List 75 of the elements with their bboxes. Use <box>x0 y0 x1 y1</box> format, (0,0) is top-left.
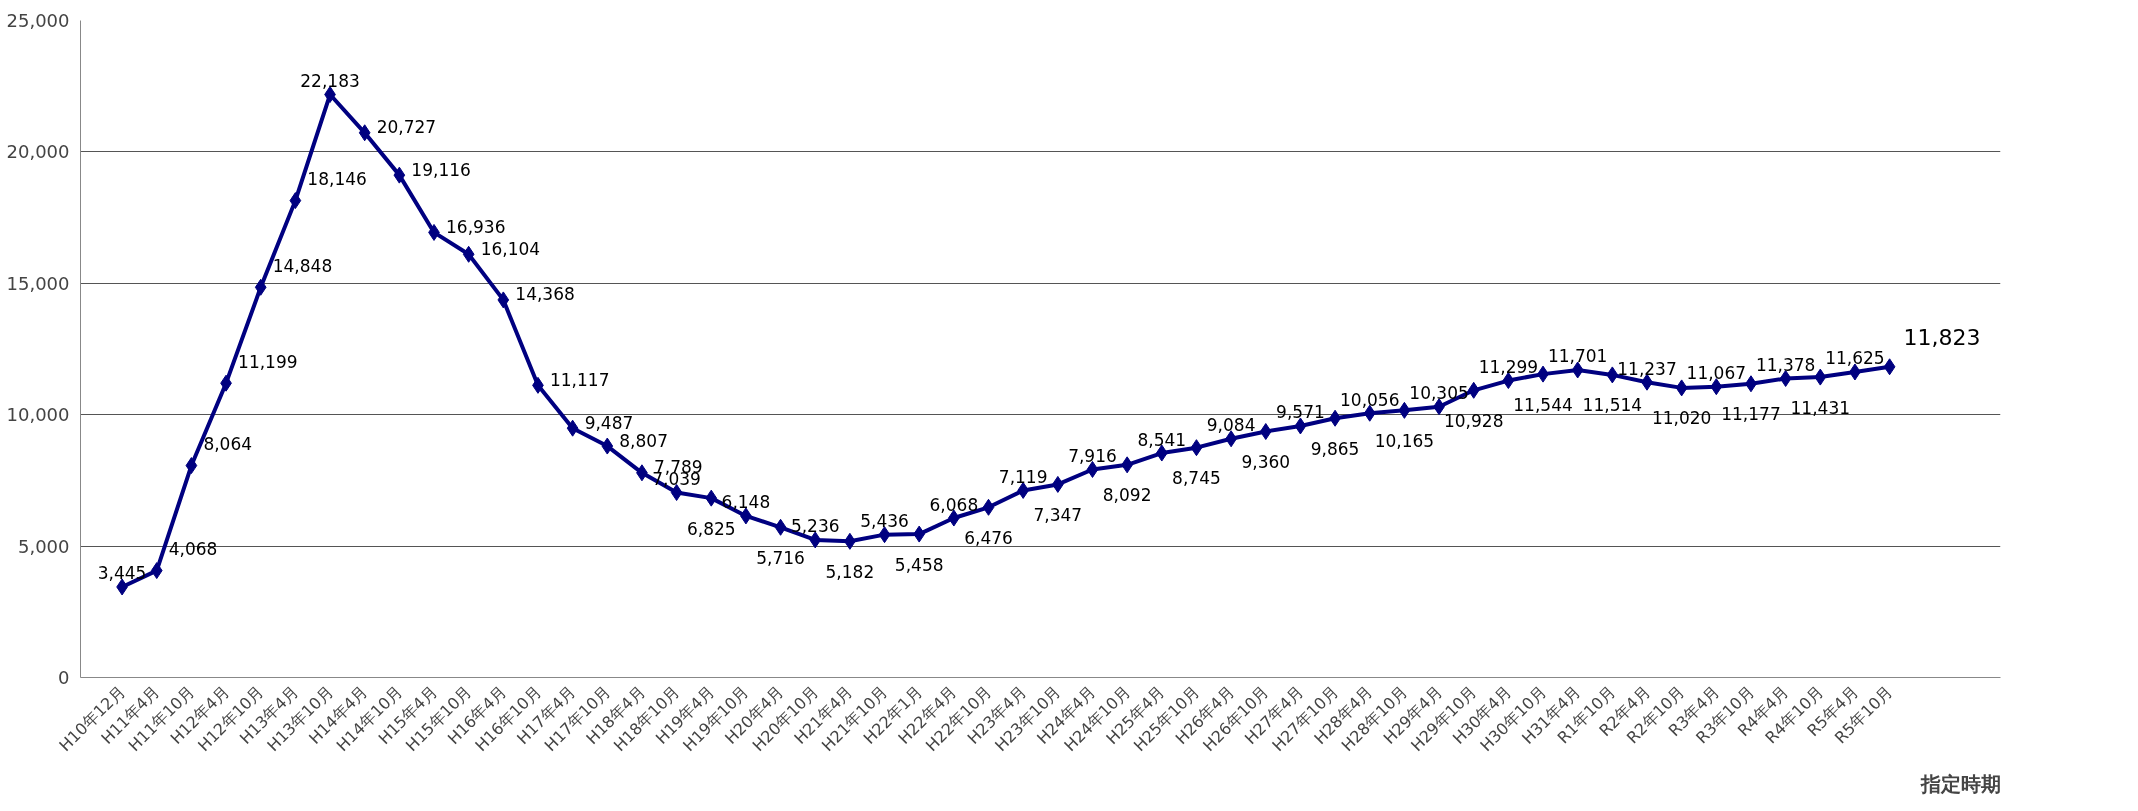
point <box>1883 358 1896 376</box>
point <box>185 457 198 475</box>
data-label: 6,068 <box>929 494 979 515</box>
y-tick-label: 25,000 <box>6 10 70 31</box>
point <box>289 192 302 210</box>
point <box>254 278 267 296</box>
data-label: 16,104 <box>480 238 541 259</box>
data-label: 11,701 <box>1547 346 1608 367</box>
point <box>497 291 510 309</box>
data-label: 5,716 <box>756 547 805 568</box>
point <box>1190 439 1203 457</box>
point <box>462 245 475 263</box>
y-tick-label: 5,000 <box>17 535 70 557</box>
data-label: 11,378 <box>1755 354 1816 375</box>
point <box>982 498 995 516</box>
data-label: 11,823 <box>1903 324 1981 350</box>
data-label: 9,487 <box>584 412 634 433</box>
data-label: 11,514 <box>1582 395 1643 416</box>
y-tick-label: 0 <box>58 667 70 688</box>
data-label: 11,431 <box>1790 397 1851 418</box>
data-label: 7,119 <box>998 466 1048 487</box>
data-label: 7,347 <box>1033 504 1083 525</box>
data-label: 8,807 <box>619 430 668 451</box>
data-label: 6,476 <box>964 527 1013 548</box>
data-label: 5,436 <box>860 511 909 532</box>
data-label: 8,092 <box>1102 485 1152 506</box>
data-label: 8,541 <box>1137 429 1187 450</box>
point <box>1675 379 1688 397</box>
point <box>705 489 718 507</box>
data-label: 11,067 <box>1686 363 1747 384</box>
data-label: 9,360 <box>1241 452 1291 473</box>
data-label: 8,064 <box>203 434 253 455</box>
point <box>1606 366 1619 384</box>
data-label: 5,458 <box>894 554 944 575</box>
data-label: 11,117 <box>549 369 610 390</box>
data-label: 10,928 <box>1443 410 1504 431</box>
data-label: 10,305 <box>1409 383 1469 404</box>
y-tick-label: 20,000 <box>6 141 70 163</box>
data-label: 10,165 <box>1374 430 1435 451</box>
data-label: 20,727 <box>376 117 437 138</box>
data-label: 11,199 <box>238 351 298 372</box>
data-label: 14,368 <box>515 284 575 305</box>
data-label: 11,544 <box>1513 394 1573 415</box>
data-label: 11,625 <box>1825 348 1885 369</box>
point <box>1398 401 1411 419</box>
point <box>393 166 406 184</box>
data-label: 10,056 <box>1340 389 1400 410</box>
data-label: 7,916 <box>1068 445 1117 466</box>
data-label: 6,825 <box>686 518 736 539</box>
data-label: 5,236 <box>790 516 840 537</box>
point <box>150 562 163 580</box>
data-label: 8,745 <box>1172 468 1221 489</box>
data-label: 9,084 <box>1206 415 1256 436</box>
y-tick-label: 10,000 <box>6 404 70 426</box>
data-label: 16,936 <box>446 216 506 237</box>
data-label: 14,848 <box>272 255 333 276</box>
data-label: 18,146 <box>307 169 367 190</box>
x-axis-title: 指定時期 <box>1919 771 2001 796</box>
data-label: 19,116 <box>411 159 471 180</box>
data-label: 22,183 <box>300 71 360 92</box>
point <box>1467 381 1480 399</box>
point <box>358 124 371 142</box>
data-label: 9,865 <box>1310 438 1360 459</box>
data-label: 6,148 <box>721 492 771 513</box>
data-label: 11,299 <box>1478 357 1539 378</box>
point <box>774 518 787 536</box>
y-tick-label: 15,000 <box>6 272 70 294</box>
point <box>1814 368 1827 386</box>
point <box>566 419 579 437</box>
data-label: 5,182 <box>825 561 875 582</box>
point <box>913 525 926 543</box>
data-label: 3,445 <box>97 563 147 584</box>
data-label: 11,237 <box>1617 358 1677 379</box>
point <box>1259 423 1272 441</box>
point <box>601 437 614 455</box>
